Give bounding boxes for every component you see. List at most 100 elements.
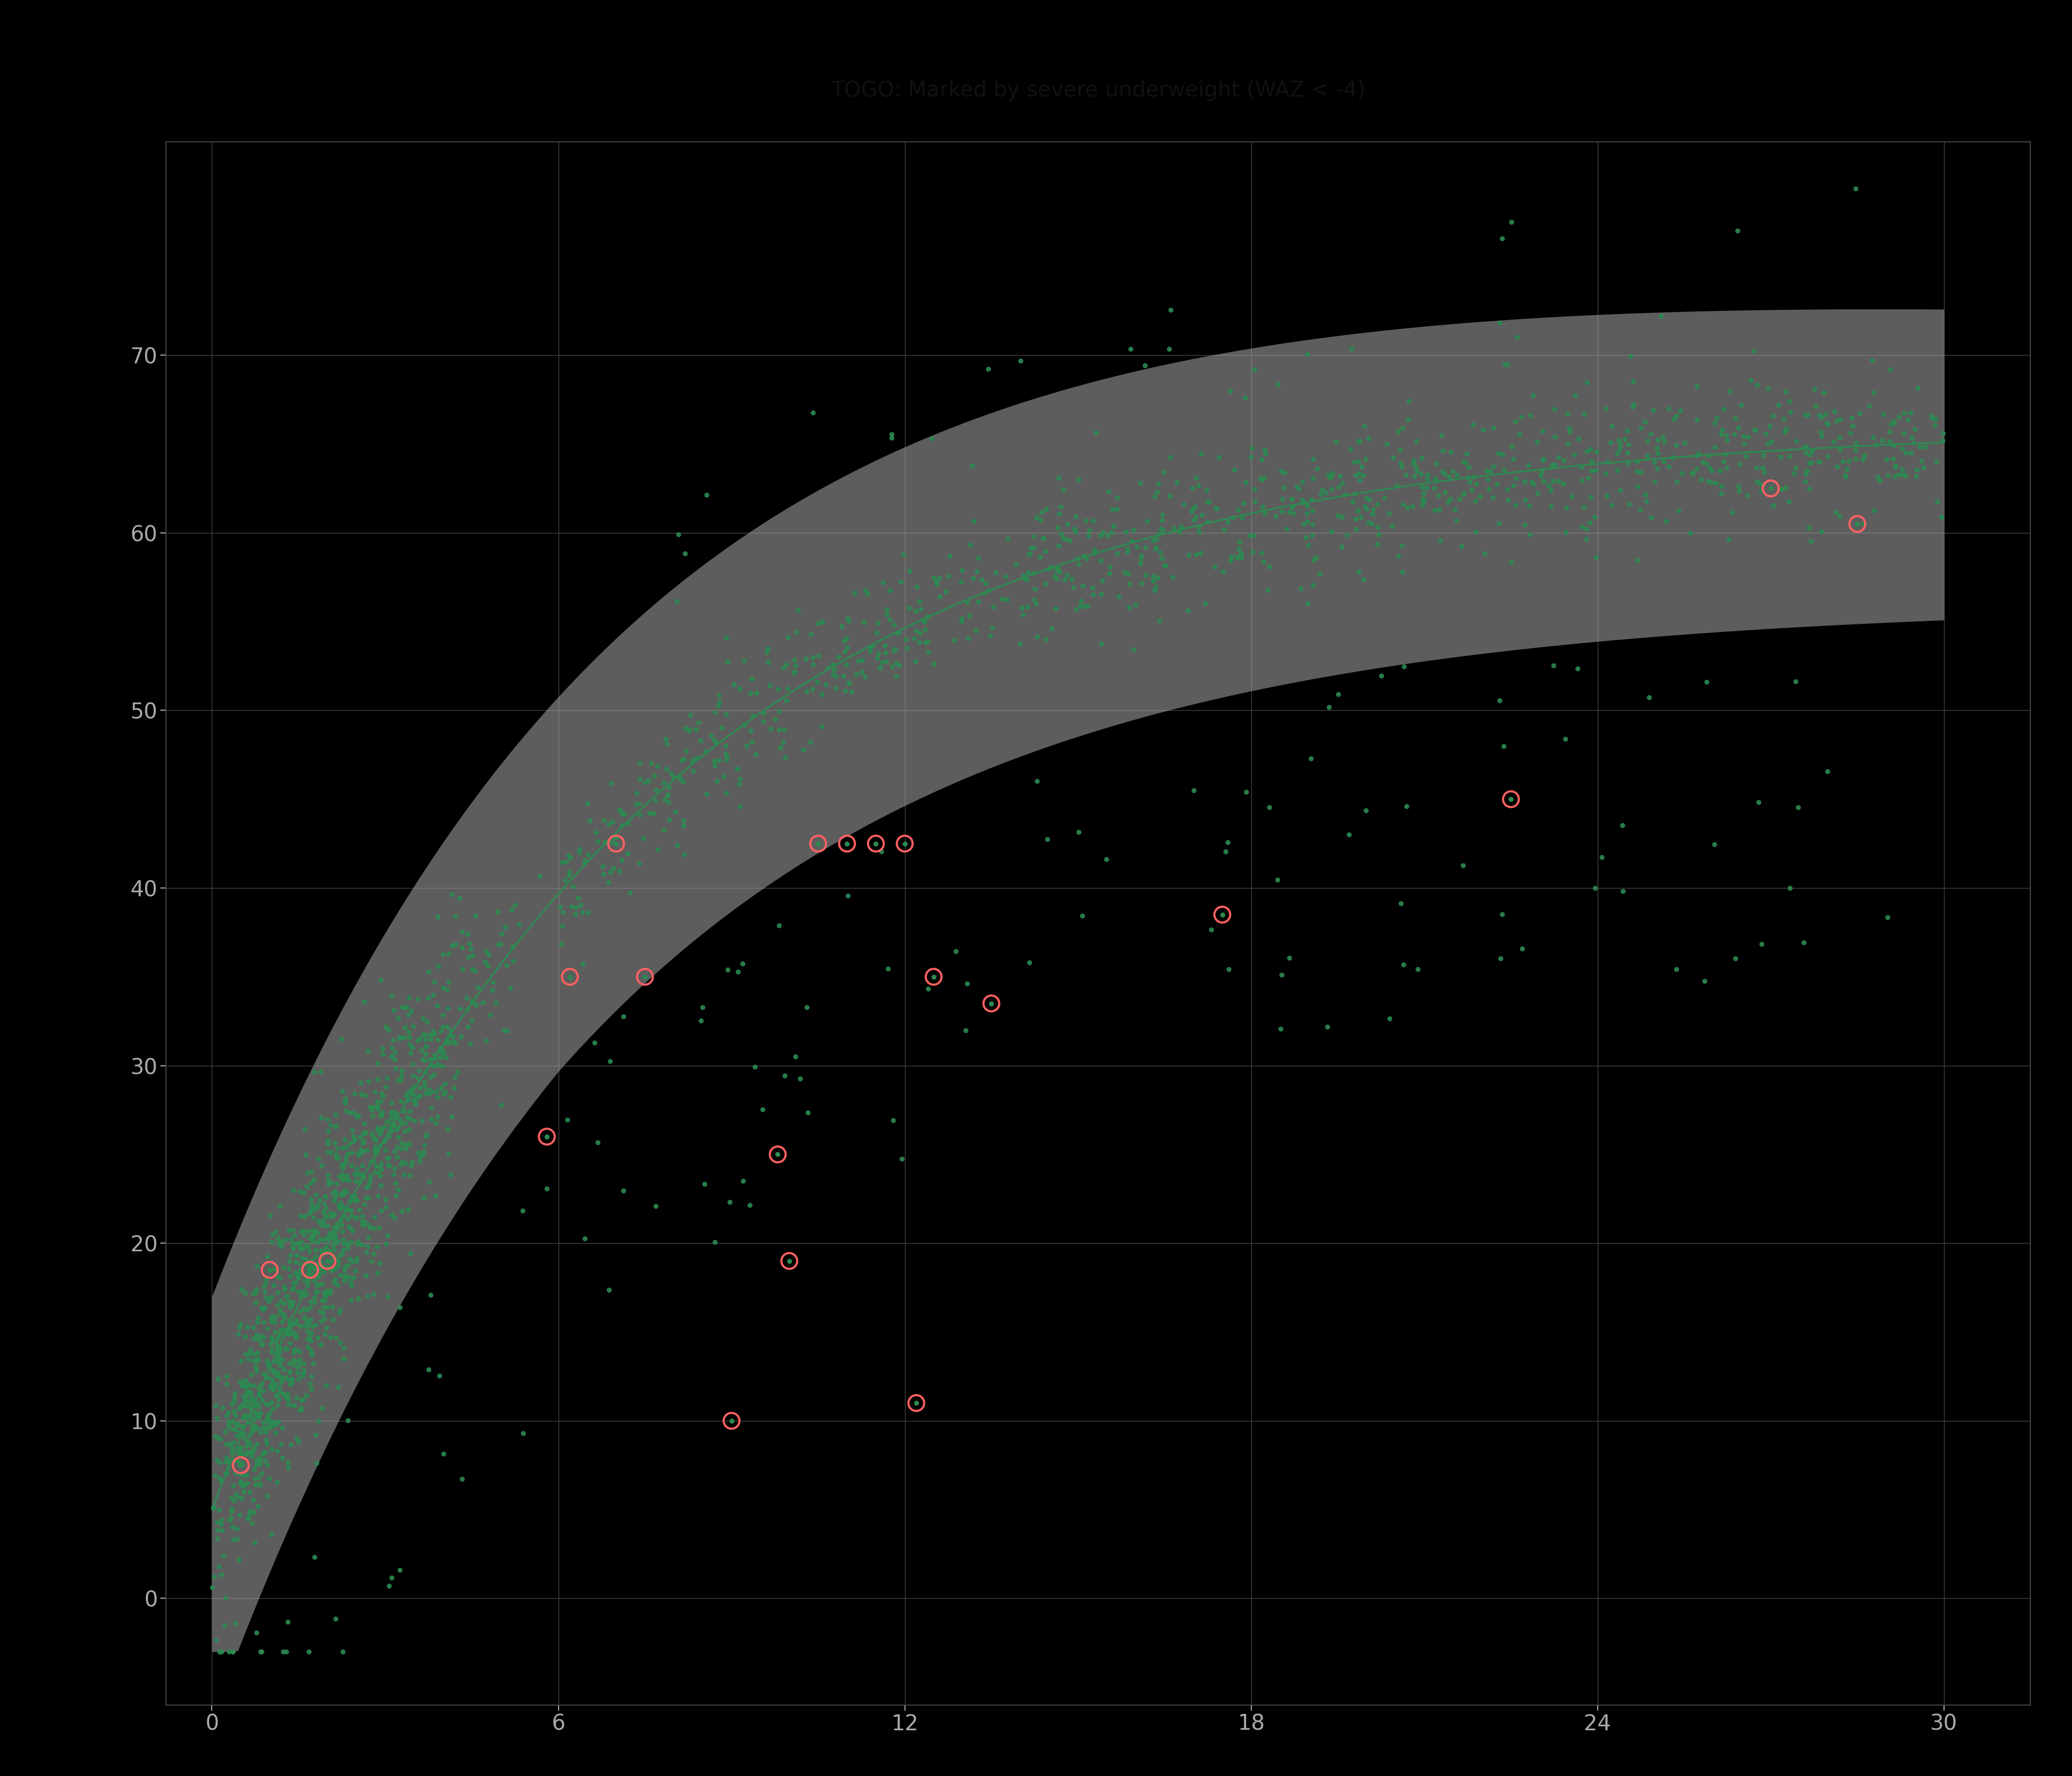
Point — [344, 1169, 377, 1197]
Point — [559, 900, 593, 929]
Point — [1117, 636, 1150, 664]
Point — [1019, 590, 1053, 618]
Point — [247, 1295, 280, 1323]
Point — [1772, 387, 1805, 416]
Point — [740, 741, 773, 769]
Point — [1608, 424, 1641, 453]
Point — [611, 808, 644, 836]
Point — [394, 1030, 427, 1058]
Point — [315, 1224, 348, 1252]
Point — [209, 1460, 242, 1488]
Point — [839, 661, 872, 689]
Point — [377, 1112, 410, 1140]
Point — [1382, 417, 1415, 446]
Point — [456, 1007, 489, 1035]
Point — [402, 1082, 435, 1110]
Point — [1904, 446, 1937, 474]
Point — [282, 1353, 315, 1382]
Point — [1740, 371, 1774, 400]
Point — [1579, 543, 1612, 572]
Point — [640, 753, 673, 781]
Point — [346, 1162, 379, 1190]
Point — [1129, 352, 1162, 380]
Point — [338, 1122, 371, 1151]
Point — [1757, 401, 1790, 430]
Point — [259, 1318, 292, 1346]
Point — [296, 1193, 329, 1222]
Point — [485, 920, 518, 948]
Point — [1254, 794, 1287, 822]
Point — [261, 1407, 294, 1435]
Point — [1426, 437, 1459, 465]
Point — [311, 1280, 344, 1309]
Point — [319, 1209, 352, 1238]
Point — [307, 1252, 340, 1280]
Point — [421, 1103, 454, 1131]
Point — [288, 1115, 321, 1144]
Point — [385, 1128, 419, 1156]
Point — [311, 1117, 344, 1146]
Point — [1146, 506, 1179, 535]
Point — [249, 1277, 282, 1305]
Point — [294, 1337, 327, 1366]
Point — [334, 1286, 367, 1314]
Point — [462, 973, 495, 1002]
Point — [284, 1234, 317, 1263]
Point — [1645, 302, 1678, 330]
Point — [274, 1293, 307, 1321]
Point — [1904, 432, 1937, 460]
Point — [707, 762, 740, 790]
Point — [294, 1158, 327, 1186]
Point — [261, 1467, 294, 1495]
Point — [236, 1417, 269, 1446]
Point — [690, 780, 723, 808]
Point — [367, 1128, 400, 1156]
Point — [1343, 448, 1376, 476]
Point — [1071, 591, 1104, 620]
Point — [242, 1392, 276, 1421]
Point — [222, 1545, 255, 1574]
Point — [1830, 455, 1863, 483]
Point — [1183, 511, 1216, 540]
Point — [232, 1371, 265, 1399]
Point — [263, 1337, 296, 1366]
Point — [1264, 456, 1297, 485]
Point — [379, 1169, 412, 1197]
Point — [240, 1430, 274, 1458]
Point — [381, 1114, 414, 1142]
Point — [224, 1501, 257, 1529]
Point — [1355, 499, 1388, 527]
Point — [1859, 430, 1892, 458]
Point — [1707, 394, 1740, 423]
Point — [1881, 460, 1915, 488]
Point — [255, 1220, 288, 1249]
Point — [249, 1414, 282, 1442]
Point — [918, 563, 951, 591]
Point — [1457, 410, 1490, 439]
Point — [238, 1529, 271, 1558]
Point — [688, 1170, 721, 1199]
Point — [1142, 469, 1175, 497]
Point — [787, 735, 821, 764]
Point — [253, 1391, 286, 1419]
Point — [394, 1151, 427, 1179]
Point — [918, 650, 951, 678]
Point — [821, 675, 854, 703]
Point — [234, 1371, 267, 1399]
Point — [1888, 419, 1921, 448]
Point — [713, 1188, 746, 1217]
Point — [323, 1261, 356, 1289]
Point — [255, 1330, 288, 1359]
Point — [292, 1311, 325, 1339]
Point — [568, 849, 601, 877]
Point — [394, 1240, 427, 1268]
Point — [292, 1238, 325, 1266]
Point — [680, 744, 713, 773]
Point — [1722, 472, 1755, 501]
Point — [240, 1399, 274, 1428]
Point — [369, 1193, 402, 1222]
Point — [315, 1202, 348, 1231]
Point — [1138, 526, 1171, 554]
Point — [885, 1144, 918, 1172]
Point — [300, 1263, 334, 1291]
